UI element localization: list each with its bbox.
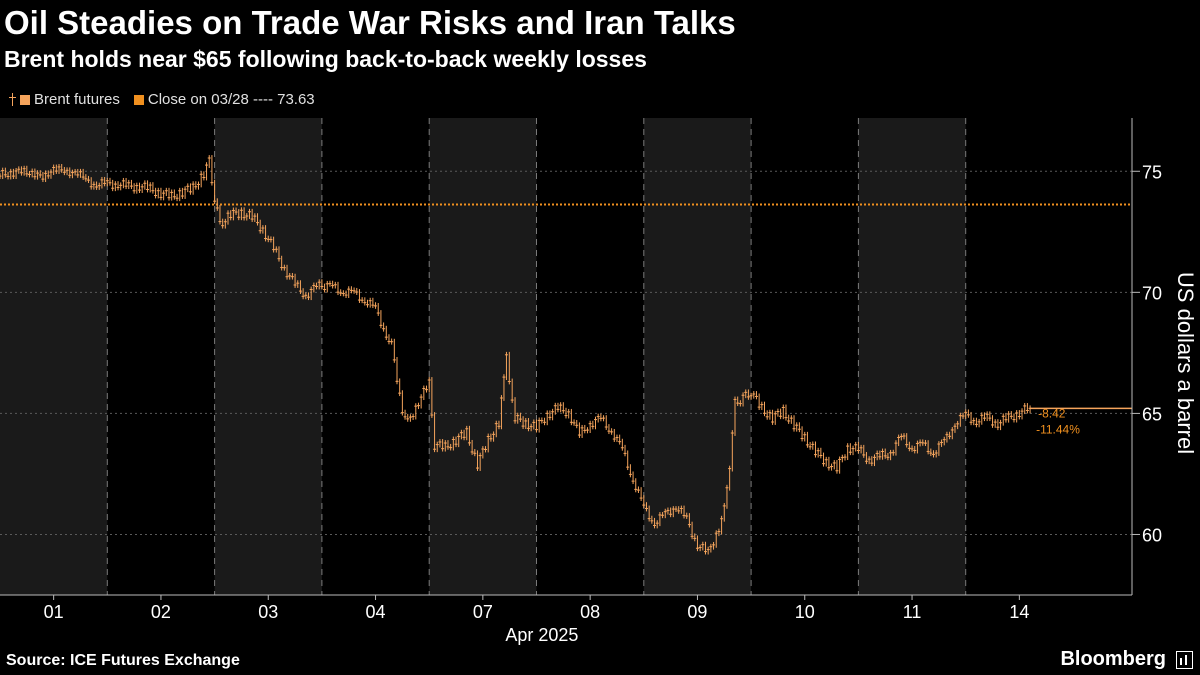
x-tick-label: 08 — [580, 602, 600, 622]
chart-area: 60 65 70 75 US dollars a barrel 01 02 03 04 07 08… — [0, 118, 1200, 648]
day-shade — [858, 118, 966, 595]
y-tick-label: 60 — [1142, 525, 1162, 545]
close-swatch-icon — [133, 94, 144, 105]
price-chart: 60 65 70 75 US dollars a barrel 01 02 03 04 07 08… — [0, 118, 1198, 645]
x-tick-label: 11 — [903, 602, 922, 622]
y-tick-label: 75 — [1142, 162, 1162, 182]
x-tick-label: 09 — [687, 602, 707, 622]
y-tick-label: 70 — [1142, 283, 1162, 303]
chart-title: Oil Steadies on Trade War Risks and Iran… — [4, 4, 736, 41]
x-tick-label: 10 — [795, 602, 815, 622]
legend-item-brent: Brent futures — [8, 91, 120, 108]
brand-logo: Bloomberg — [1060, 648, 1166, 670]
day-shade — [0, 118, 108, 595]
legend-brent-label: Brent futures — [34, 91, 120, 108]
x-tick-label: 02 — [151, 602, 171, 622]
day-shade — [429, 118, 537, 595]
chart-subtitle: Brent holds near $65 following back-to-b… — [4, 46, 647, 72]
change-pct-annotation: -11.44% — [1036, 422, 1080, 436]
ohlc-bar-icon — [8, 93, 17, 106]
legend-item-close: Close on 03/28 ---- 73.63 — [133, 91, 315, 108]
y-axis-label: US dollars a barrel — [1173, 272, 1198, 454]
legend: Brent futures Close on 03/28 ---- 73.63 — [8, 91, 329, 108]
x-month-label: Apr 2025 — [505, 625, 578, 645]
brent-swatch-icon — [20, 94, 30, 105]
day-shade — [214, 118, 322, 595]
bloomberg-chart-icon — [1176, 651, 1193, 669]
x-tick-label: 01 — [44, 602, 64, 622]
x-tick-label: 03 — [258, 602, 278, 622]
x-tick-label: 14 — [1009, 602, 1029, 622]
source-note: Source: ICE Futures Exchange — [6, 652, 240, 669]
y-tick-label: 65 — [1142, 404, 1162, 424]
change-annotation: -8.42 — [1038, 406, 1066, 420]
legend-close-label: Close on 03/28 ---- 73.63 — [147, 91, 315, 108]
x-tick-label: 04 — [366, 602, 386, 622]
x-tick-label: 07 — [473, 602, 493, 622]
